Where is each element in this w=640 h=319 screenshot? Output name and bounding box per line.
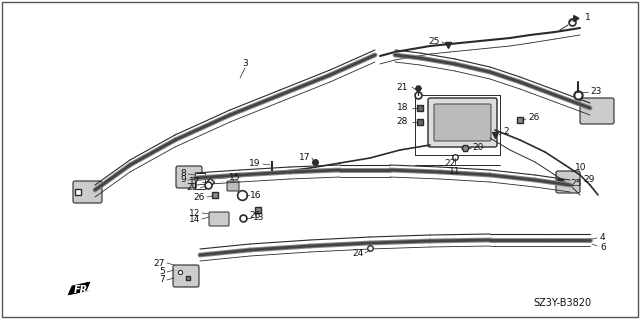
FancyBboxPatch shape bbox=[556, 171, 580, 193]
Text: 23: 23 bbox=[590, 87, 602, 97]
Text: 24: 24 bbox=[353, 249, 364, 258]
Text: 11: 11 bbox=[449, 167, 461, 176]
Text: 6: 6 bbox=[600, 242, 605, 251]
Text: 1: 1 bbox=[585, 12, 591, 21]
Text: 4: 4 bbox=[600, 233, 605, 241]
FancyBboxPatch shape bbox=[176, 166, 202, 188]
FancyBboxPatch shape bbox=[428, 98, 497, 147]
FancyBboxPatch shape bbox=[209, 212, 229, 226]
Text: 17: 17 bbox=[189, 177, 200, 187]
FancyBboxPatch shape bbox=[173, 265, 199, 287]
Text: 26: 26 bbox=[194, 192, 205, 202]
Text: 8: 8 bbox=[180, 169, 186, 179]
Text: 2: 2 bbox=[503, 128, 509, 137]
FancyBboxPatch shape bbox=[73, 181, 102, 203]
FancyBboxPatch shape bbox=[227, 181, 239, 191]
Text: 15: 15 bbox=[229, 174, 241, 182]
Text: FR.: FR. bbox=[75, 286, 92, 294]
Text: 12: 12 bbox=[189, 209, 200, 218]
Text: 29: 29 bbox=[187, 183, 198, 192]
Text: FR.: FR. bbox=[74, 285, 92, 295]
Text: 10: 10 bbox=[575, 164, 586, 173]
Text: 26: 26 bbox=[250, 211, 260, 219]
FancyBboxPatch shape bbox=[434, 104, 491, 141]
Text: 22: 22 bbox=[444, 159, 456, 167]
Text: SZ3Y-B3820: SZ3Y-B3820 bbox=[534, 298, 592, 308]
Text: 16: 16 bbox=[250, 190, 262, 199]
Text: 29: 29 bbox=[583, 175, 595, 184]
FancyBboxPatch shape bbox=[195, 173, 205, 189]
Polygon shape bbox=[68, 282, 90, 295]
Text: 3: 3 bbox=[242, 58, 248, 68]
Text: 25: 25 bbox=[429, 38, 440, 47]
Text: 9: 9 bbox=[180, 175, 186, 184]
Text: 25: 25 bbox=[570, 180, 581, 189]
Text: 19: 19 bbox=[248, 160, 260, 168]
Text: 5: 5 bbox=[159, 268, 165, 277]
Text: 26: 26 bbox=[528, 114, 540, 122]
Text: 13: 13 bbox=[253, 213, 264, 222]
Text: 28: 28 bbox=[397, 117, 408, 127]
Text: 20: 20 bbox=[472, 144, 483, 152]
Text: 14: 14 bbox=[189, 214, 200, 224]
FancyBboxPatch shape bbox=[580, 98, 614, 124]
Text: 17: 17 bbox=[298, 152, 310, 161]
Text: 21: 21 bbox=[397, 83, 408, 92]
Text: 7: 7 bbox=[159, 276, 165, 285]
Text: 18: 18 bbox=[397, 103, 408, 113]
Text: 27: 27 bbox=[154, 258, 165, 268]
